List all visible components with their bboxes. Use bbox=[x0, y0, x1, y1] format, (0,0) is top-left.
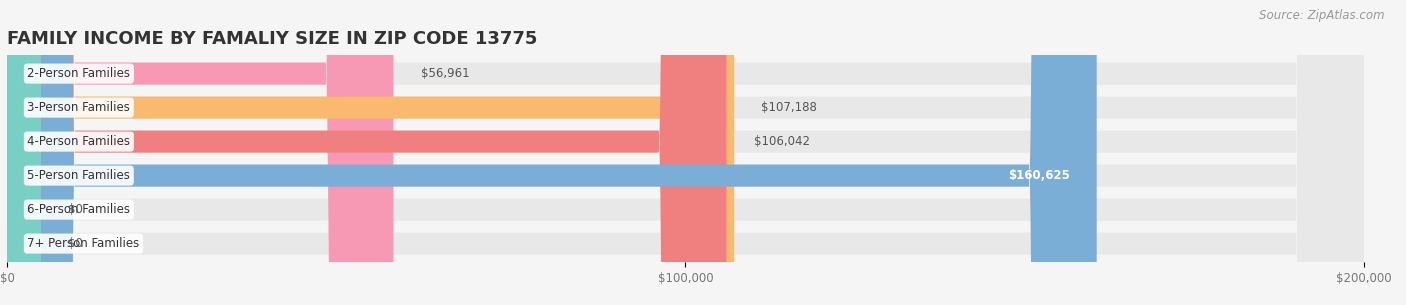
Text: Source: ZipAtlas.com: Source: ZipAtlas.com bbox=[1260, 9, 1385, 22]
Text: $0: $0 bbox=[67, 237, 83, 250]
Text: 5-Person Families: 5-Person Families bbox=[27, 169, 131, 182]
Text: $0: $0 bbox=[67, 203, 83, 216]
Text: $160,625: $160,625 bbox=[1008, 169, 1070, 182]
Text: FAMILY INCOME BY FAMALIY SIZE IN ZIP CODE 13775: FAMILY INCOME BY FAMALIY SIZE IN ZIP COD… bbox=[7, 30, 537, 48]
Text: 2-Person Families: 2-Person Families bbox=[27, 67, 131, 80]
FancyBboxPatch shape bbox=[7, 0, 1364, 305]
FancyBboxPatch shape bbox=[7, 0, 734, 305]
FancyBboxPatch shape bbox=[7, 0, 1097, 305]
Text: 3-Person Families: 3-Person Families bbox=[27, 101, 131, 114]
Text: $107,188: $107,188 bbox=[761, 101, 817, 114]
Text: $56,961: $56,961 bbox=[420, 67, 470, 80]
Text: 4-Person Families: 4-Person Families bbox=[27, 135, 131, 148]
FancyBboxPatch shape bbox=[7, 0, 394, 305]
Text: 6-Person Families: 6-Person Families bbox=[27, 203, 131, 216]
Text: $106,042: $106,042 bbox=[754, 135, 810, 148]
FancyBboxPatch shape bbox=[7, 0, 1364, 305]
FancyBboxPatch shape bbox=[7, 0, 727, 305]
FancyBboxPatch shape bbox=[7, 0, 1364, 305]
FancyBboxPatch shape bbox=[7, 0, 41, 305]
FancyBboxPatch shape bbox=[7, 0, 1364, 305]
FancyBboxPatch shape bbox=[7, 0, 1364, 305]
Text: 7+ Person Families: 7+ Person Families bbox=[27, 237, 139, 250]
FancyBboxPatch shape bbox=[7, 0, 1364, 305]
FancyBboxPatch shape bbox=[7, 0, 41, 305]
